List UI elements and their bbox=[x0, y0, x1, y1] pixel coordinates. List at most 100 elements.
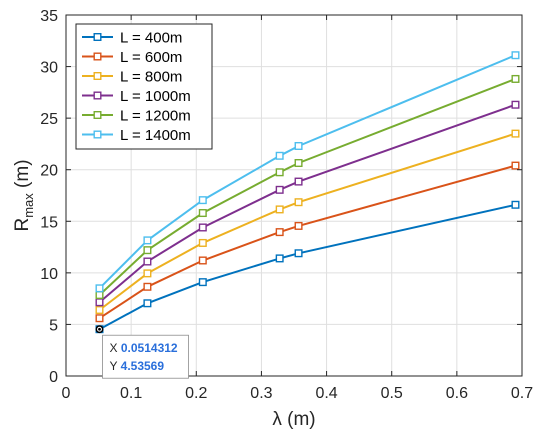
data-point-marker bbox=[275, 185, 284, 194]
legend-box bbox=[75, 23, 213, 150]
x-tick-label: 0.2 bbox=[185, 385, 207, 402]
series-2 bbox=[95, 161, 520, 323]
data-point-marker bbox=[511, 74, 520, 83]
axis-ticks: 0 0.1 0.2 0.3 0.4 0.5 0.6 0.7 0 5 10 15 20 25 30 35 bbox=[40, 8, 533, 402]
data-point-marker bbox=[143, 299, 152, 308]
data-point-marker bbox=[143, 246, 152, 255]
datatip-y-value: 4.53569 bbox=[121, 359, 165, 373]
data-point-marker bbox=[143, 236, 152, 245]
datatip-x-label: X bbox=[110, 341, 118, 355]
data-point-marker bbox=[294, 198, 303, 207]
legend-marker bbox=[93, 52, 102, 61]
data-point-marker bbox=[95, 284, 104, 293]
data-point-marker bbox=[294, 249, 303, 258]
data-point-marker bbox=[95, 305, 104, 314]
series-line bbox=[98, 132, 516, 311]
datatip-marker-dot bbox=[98, 327, 101, 331]
legend-label: L = 600m bbox=[120, 49, 182, 66]
data-point-marker bbox=[275, 228, 284, 237]
datatip[interactable]: X 0.0514312 Y 4.53569 bbox=[95, 325, 189, 379]
data-point-marker bbox=[143, 282, 152, 291]
datatip-y-label: Y bbox=[110, 359, 118, 373]
data-point-marker bbox=[198, 278, 207, 287]
legend-item: L = 800m bbox=[82, 69, 182, 86]
legend-item: L = 600m bbox=[82, 49, 182, 66]
data-point-marker bbox=[198, 196, 207, 205]
series-line bbox=[98, 54, 516, 290]
series-line bbox=[99, 203, 516, 331]
y-tick-label: 20 bbox=[40, 163, 58, 180]
x-axis-label: λ (m) bbox=[272, 409, 315, 430]
series-5 bbox=[95, 74, 520, 300]
series-3 bbox=[95, 129, 520, 314]
data-point-marker bbox=[275, 254, 284, 263]
legend-item: L = 400m bbox=[82, 30, 182, 47]
y-axis-label-main: R bbox=[12, 218, 33, 232]
data-point-marker bbox=[95, 314, 104, 323]
data-point-marker bbox=[198, 223, 207, 232]
y-tick-label: 15 bbox=[40, 214, 58, 231]
legend: L = 400m L = 600m L = 800m L = 1000m L = 120… bbox=[75, 23, 213, 150]
series-line bbox=[98, 103, 516, 304]
y-axis-label-unit: (m) bbox=[12, 159, 33, 193]
y-tick-label: 5 bbox=[49, 317, 58, 334]
legend-label: L = 800m bbox=[120, 69, 182, 86]
data-point-marker bbox=[511, 200, 520, 209]
series-line bbox=[98, 77, 516, 296]
data-point-marker bbox=[143, 269, 152, 278]
grid-lines bbox=[65, 14, 523, 377]
plot-area-frame bbox=[65, 14, 523, 377]
x-tick-label: 0.1 bbox=[120, 385, 142, 402]
legend-marker bbox=[93, 110, 102, 119]
x-tick-label: 0.3 bbox=[250, 385, 272, 402]
datatip-x-value: 0.0514312 bbox=[121, 341, 178, 355]
data-point-marker bbox=[198, 209, 207, 218]
y-tick-label: 0 bbox=[49, 369, 58, 386]
y-axis-label: Rmax (m) bbox=[12, 159, 36, 231]
data-point-marker bbox=[511, 129, 520, 138]
data-point-marker bbox=[275, 205, 284, 214]
data-point-marker bbox=[143, 257, 152, 266]
y-tick-label: 30 bbox=[40, 60, 58, 77]
legend-item: L = 1400m bbox=[82, 127, 191, 144]
data-point-marker bbox=[511, 100, 520, 109]
data-point-marker bbox=[294, 221, 303, 230]
y-tick-label: 35 bbox=[40, 8, 58, 25]
x-tick-label: 0.4 bbox=[315, 385, 337, 402]
datatip-box[interactable] bbox=[102, 334, 189, 379]
legend-marker bbox=[93, 33, 102, 42]
y-tick-label: 10 bbox=[40, 266, 58, 283]
datatip-x-line: X 0.0514312 bbox=[110, 341, 178, 355]
legend-marker bbox=[93, 91, 102, 100]
data-point-marker bbox=[294, 159, 303, 168]
y-tick-label: 25 bbox=[40, 111, 58, 128]
legend-label: L = 1000m bbox=[120, 88, 191, 105]
data-point-marker bbox=[511, 51, 520, 60]
legend-marker bbox=[93, 71, 102, 80]
series-6 bbox=[95, 51, 520, 293]
data-point-marker bbox=[294, 141, 303, 150]
data-point-marker bbox=[294, 177, 303, 186]
data-point-marker bbox=[275, 168, 284, 177]
x-tick-label: 0.6 bbox=[446, 385, 468, 402]
y-axis-label-subscript: max bbox=[21, 193, 36, 218]
x-tick-label: 0 bbox=[62, 385, 71, 402]
x-tick-label: 0.5 bbox=[381, 385, 403, 402]
legend-marker bbox=[93, 130, 102, 139]
data-point-marker bbox=[198, 256, 207, 265]
series-4 bbox=[95, 100, 520, 307]
legend-item: L = 1000m bbox=[82, 88, 191, 105]
data-point-marker bbox=[275, 151, 284, 160]
legend-label: L = 1400m bbox=[120, 127, 191, 144]
series-line bbox=[98, 164, 516, 320]
series-layer bbox=[95, 51, 520, 334]
datatip-y-line: Y 4.53569 bbox=[110, 359, 165, 373]
legend-label: L = 400m bbox=[120, 30, 182, 47]
data-point-marker bbox=[95, 291, 104, 300]
data-point-marker bbox=[198, 238, 207, 247]
legend-item: L = 1200m bbox=[82, 108, 191, 125]
data-point-marker bbox=[95, 298, 104, 307]
data-point-marker bbox=[511, 161, 520, 170]
legend-label: L = 1200m bbox=[120, 108, 191, 125]
